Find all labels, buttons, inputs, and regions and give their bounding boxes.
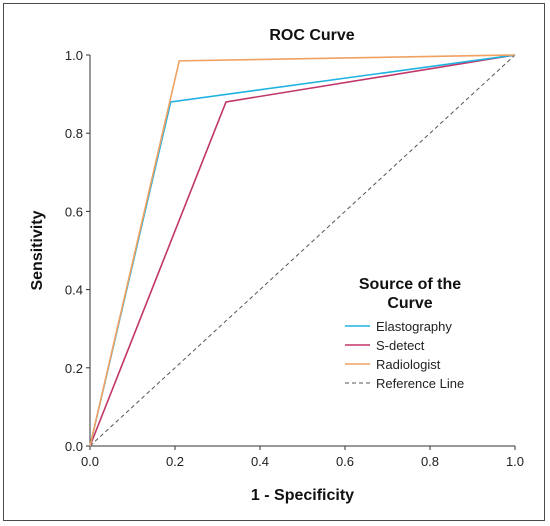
- x-tick-label: 0.2: [166, 454, 184, 469]
- plot-area: 0.0 0.2 0.4 0.6 0.8 1.0 0.0 0.2 0.4 0.6 0.8 1.0: [65, 48, 524, 469]
- chart-title: ROC Curve: [269, 27, 354, 44]
- x-tick-label: 0.4: [251, 454, 269, 469]
- legend-label: Elastography: [376, 319, 452, 334]
- y-tick-label: 0.0: [65, 439, 83, 454]
- x-axis-title: 1 - Specificity: [251, 487, 354, 504]
- series-line-s-detect: [89, 54, 516, 447]
- x-tick-label: 0.6: [336, 454, 354, 469]
- legend: Source of the Curve Elastography S-detect Ra…: [345, 276, 464, 391]
- series-line-radiologist: [89, 54, 516, 447]
- y-tick-label: 1.0: [65, 48, 83, 63]
- legend-title: Curve: [387, 295, 432, 312]
- legend-label: Radiologist: [376, 357, 441, 372]
- legend-label: Reference Line: [376, 376, 464, 391]
- y-tick-label: 0.4: [65, 283, 83, 298]
- x-tick-label: 1.0: [506, 454, 524, 469]
- legend-title: Source of the: [359, 276, 461, 293]
- legend-label: S-detect: [376, 338, 425, 353]
- y-tick-label: 0.8: [65, 126, 83, 141]
- series-line-reference-line: [89, 54, 516, 447]
- y-tick-label: 0.6: [65, 204, 83, 219]
- y-axis-title: Sensitivity: [29, 210, 46, 290]
- x-tick-label: 0.0: [81, 454, 99, 469]
- y-tick-label: 0.2: [65, 361, 83, 376]
- x-tick-label: 0.8: [421, 454, 439, 469]
